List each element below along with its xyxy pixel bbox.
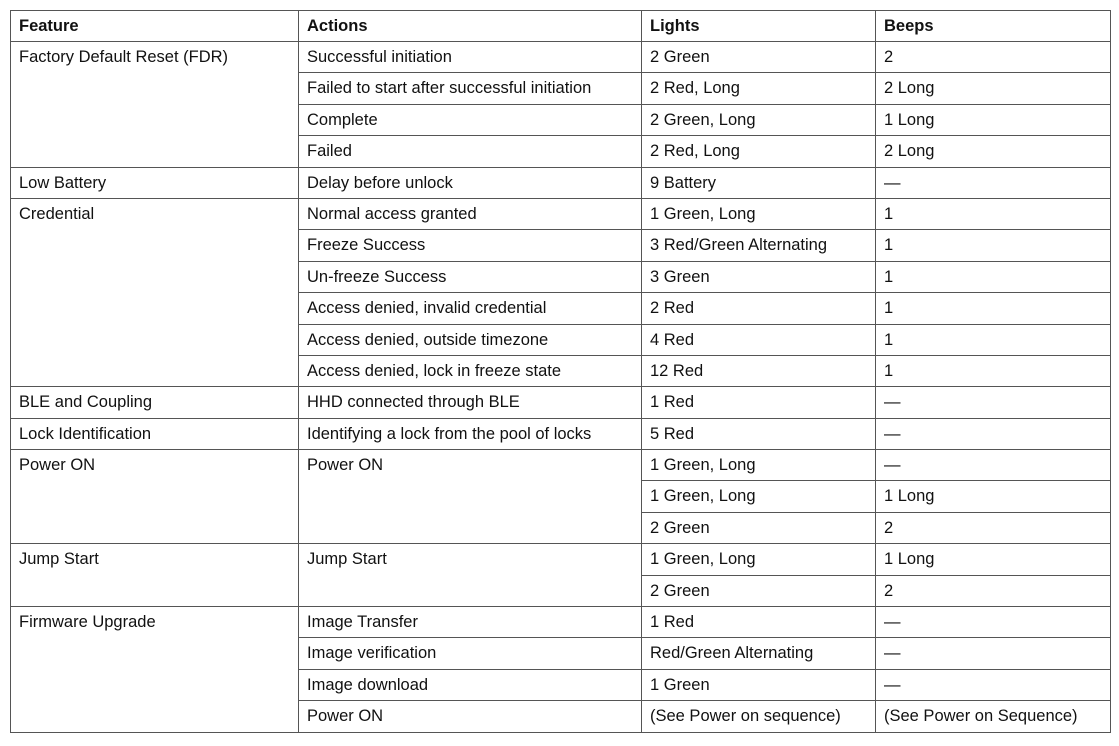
action-cell: Power ON	[298, 700, 642, 733]
beeps-cell: 1 Long	[875, 103, 1111, 137]
feature-cell: Low Battery	[10, 166, 299, 199]
beeps-cell: 2	[875, 511, 1111, 545]
feature-cell: Power ON	[10, 449, 299, 545]
beeps-cell: (See Power on Sequence)	[875, 700, 1111, 733]
table-row: Power ON Power ON 1 Green, Long —	[10, 449, 1111, 545]
table-row: Power ON (See Power on sequence) (See Powe…	[11, 700, 1111, 733]
feature-cell: Firmware Upgrade	[10, 606, 299, 733]
action-cell: Image verification	[298, 637, 642, 670]
action-cell: Power ON	[298, 449, 642, 545]
beeps-cell: 2	[875, 574, 1111, 608]
beeps-cell: —	[875, 449, 1111, 482]
table-row: Low Battery Delay before unlock 9 Battery —	[10, 166, 1111, 199]
feature-cell: Credential	[10, 197, 299, 388]
beeps-cell: —	[875, 606, 1111, 639]
action-cell: Un-freeze Success	[298, 260, 642, 294]
lights-cell: Red/Green Alternating	[641, 637, 876, 670]
table-row: Firmware Upgrade Image Transfer 1 Red —	[10, 606, 1111, 733]
beeps-cell: 1	[875, 229, 1111, 262]
lights-cell: 2 Green	[641, 511, 876, 545]
beeps-cell: 1	[875, 354, 1111, 388]
table-row: Access denied, outside timezone 4 Red 1	[11, 323, 1111, 356]
beeps-cell: 1 Long	[875, 543, 1111, 576]
action-cell: Access denied, lock in freeze state	[298, 354, 642, 388]
header-actions: Actions	[298, 10, 642, 42]
beeps-cell: —	[875, 166, 1111, 199]
action-cell: Complete	[298, 103, 642, 137]
lights-cell: 9 Battery	[641, 166, 876, 199]
beeps-cell: 2 Long	[875, 72, 1111, 105]
lights-cell: 1 Green	[641, 668, 876, 702]
beeps-cell: 1	[875, 292, 1111, 325]
header-row: Feature Actions Lights Beeps	[10, 10, 1111, 42]
action-cell: Identifying a lock from the pool of lock…	[298, 417, 642, 451]
action-cell: Successful initiation	[298, 40, 642, 74]
lights-cell: 4 Red	[641, 323, 876, 356]
table-row: Failed to start after successful initiat…	[11, 72, 1111, 105]
action-cell: Jump Start	[298, 543, 642, 608]
lights-cell: 2 Red, Long	[641, 135, 876, 168]
table-row: Factory Default Reset (FDR) Successful in…	[10, 40, 1111, 168]
action-cell: Delay before unlock	[298, 166, 642, 199]
action-cell: Freeze Success	[298, 229, 642, 262]
table-row: Access denied, invalid credential 2 Red 1	[11, 292, 1111, 325]
lights-cell: 3 Green	[641, 260, 876, 294]
action-cell: Failed to start after successful initiat…	[298, 72, 642, 105]
action-cell: Failed	[298, 135, 642, 168]
table-row: Lock Identification Identifying a lock fr…	[10, 417, 1111, 451]
feature-cell: Jump Start	[10, 543, 299, 608]
lights-cell: 2 Green	[641, 574, 876, 608]
table-row: Complete 2 Green, Long 1 Long	[11, 103, 1111, 137]
feature-lights-beeps-table: Feature Actions Lights Beeps Factory Def…	[10, 10, 1111, 733]
beeps-cell: —	[875, 637, 1111, 670]
action-cell: HHD connected through BLE	[298, 386, 642, 419]
header-feature: Feature	[10, 10, 299, 42]
beeps-cell: 1	[875, 260, 1111, 294]
table-row: Failed 2 Red, Long 2 Long	[11, 135, 1111, 168]
table-row: 2 Green 2	[11, 574, 1111, 608]
action-cell: Image download	[298, 668, 642, 702]
beeps-cell: 1 Long	[875, 480, 1111, 513]
table-row: Image download 1 Green —	[11, 668, 1111, 702]
lights-cell: 5 Red	[641, 417, 876, 451]
lights-cell: 1 Green, Long	[641, 543, 876, 576]
table-row: BLE and Coupling HHD connected through BL…	[10, 386, 1111, 419]
beeps-cell: —	[875, 668, 1111, 702]
beeps-cell: 2	[875, 40, 1111, 74]
table-row: Freeze Success 3 Red/Green Alternating 1	[11, 229, 1111, 262]
lights-cell: 1 Green, Long	[641, 449, 876, 482]
lights-cell: 1 Red	[641, 606, 876, 639]
table-row: Jump Start Jump Start 1 Green, Long 1 Long	[10, 543, 1111, 608]
table-row: Access denied, lock in freeze state 12 Re…	[11, 354, 1111, 388]
lights-cell: 1 Green, Long	[641, 197, 876, 231]
table-row: Credential Normal access granted 1 Green, …	[10, 197, 1111, 388]
beeps-cell: —	[875, 417, 1111, 451]
header-beeps: Beeps	[875, 10, 1111, 42]
lights-cell: 2 Green	[641, 40, 876, 74]
beeps-cell: 2 Long	[875, 135, 1111, 168]
beeps-cell: 1	[875, 323, 1111, 356]
action-cell: Access denied, invalid credential	[298, 292, 642, 325]
lights-cell: 1 Green, Long	[641, 480, 876, 513]
feature-cell: Lock Identification	[10, 417, 299, 451]
lights-cell: 1 Red	[641, 386, 876, 419]
lights-cell: 2 Red	[641, 292, 876, 325]
table-row: 2 Green 2	[11, 511, 1111, 545]
action-cell: Access denied, outside timezone	[298, 323, 642, 356]
table-row: 1 Green, Long 1 Long	[11, 480, 1111, 513]
feature-cell: Factory Default Reset (FDR)	[10, 41, 299, 168]
beeps-cell: —	[875, 386, 1111, 419]
table-body: Factory Default Reset (FDR) Successful in…	[10, 40, 1111, 733]
lights-cell: 2 Green, Long	[641, 103, 876, 137]
action-cell: Normal access granted	[298, 197, 642, 231]
action-cell: Image Transfer	[298, 606, 642, 639]
beeps-cell: 1	[875, 197, 1111, 231]
lights-cell: 12 Red	[641, 354, 876, 388]
feature-cell: BLE and Coupling	[10, 386, 299, 419]
lights-cell: 2 Red, Long	[641, 72, 876, 105]
lights-cell: 3 Red/Green Alternating	[641, 229, 876, 262]
lights-cell: (See Power on sequence)	[641, 700, 876, 733]
header-lights: Lights	[641, 10, 876, 42]
